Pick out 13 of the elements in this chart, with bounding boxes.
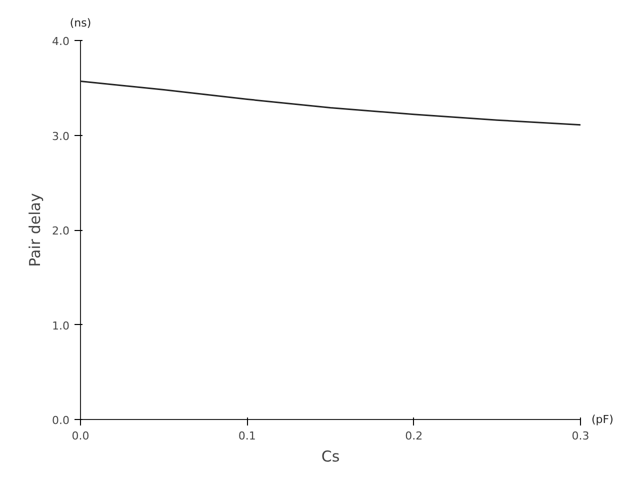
y-tick-label: 4.0 — [52, 35, 70, 48]
x-axis-title: Cs — [321, 448, 340, 466]
x-tick-label: 0.3 — [572, 430, 590, 442]
text: (ns) — [70, 16, 92, 30]
y-tick-label: 3.0 — [52, 130, 70, 143]
x-tick-label: 0.2 — [405, 430, 423, 442]
y-axis-title: Pair delay — [26, 193, 44, 267]
text: (pF) — [592, 413, 614, 426]
y-tick-label: 1.0 — [52, 319, 70, 332]
x-tick-label: 0.1 — [238, 430, 256, 442]
y-tick-label: 0.0 — [52, 414, 70, 427]
y-tick-label: 2.0 — [52, 224, 70, 238]
x-tick-label: 0.0 — [72, 430, 90, 442]
